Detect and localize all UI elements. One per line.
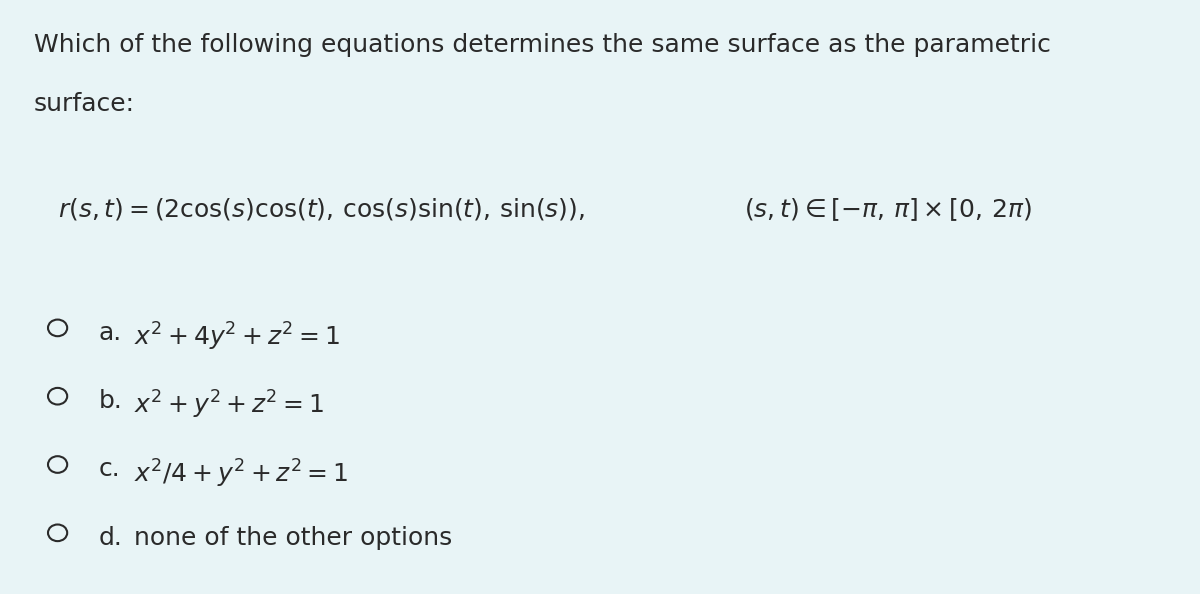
Text: d.: d. (98, 526, 122, 549)
Text: $(s, t) \in [-\pi,\, \pi] \times [0,\, 2\pi)$: $(s, t) \in [-\pi,\, \pi] \times [0,\, 2… (744, 196, 1032, 223)
Text: $x^2 + 4y^2 + z^2 = 1$: $x^2 + 4y^2 + z^2 = 1$ (134, 321, 341, 353)
Text: surface:: surface: (34, 92, 134, 116)
Text: c.: c. (98, 457, 120, 481)
Text: $x^2/4 + y^2 + z^2 = 1$: $x^2/4 + y^2 + z^2 = 1$ (134, 457, 349, 489)
Text: b.: b. (98, 389, 122, 413)
Text: none of the other options: none of the other options (134, 526, 452, 549)
Text: a.: a. (98, 321, 121, 345)
Text: $x^2 + y^2 + z^2 = 1$: $x^2 + y^2 + z^2 = 1$ (134, 389, 324, 421)
Text: Which of the following equations determines the same surface as the parametric: Which of the following equations determi… (34, 33, 1050, 56)
Text: $\mathit{r}(s, t) = (2\cos(s)\cos(t),\, \cos(s)\sin(t),\, \sin(s)),$: $\mathit{r}(s, t) = (2\cos(s)\cos(t),\, … (58, 196, 584, 222)
